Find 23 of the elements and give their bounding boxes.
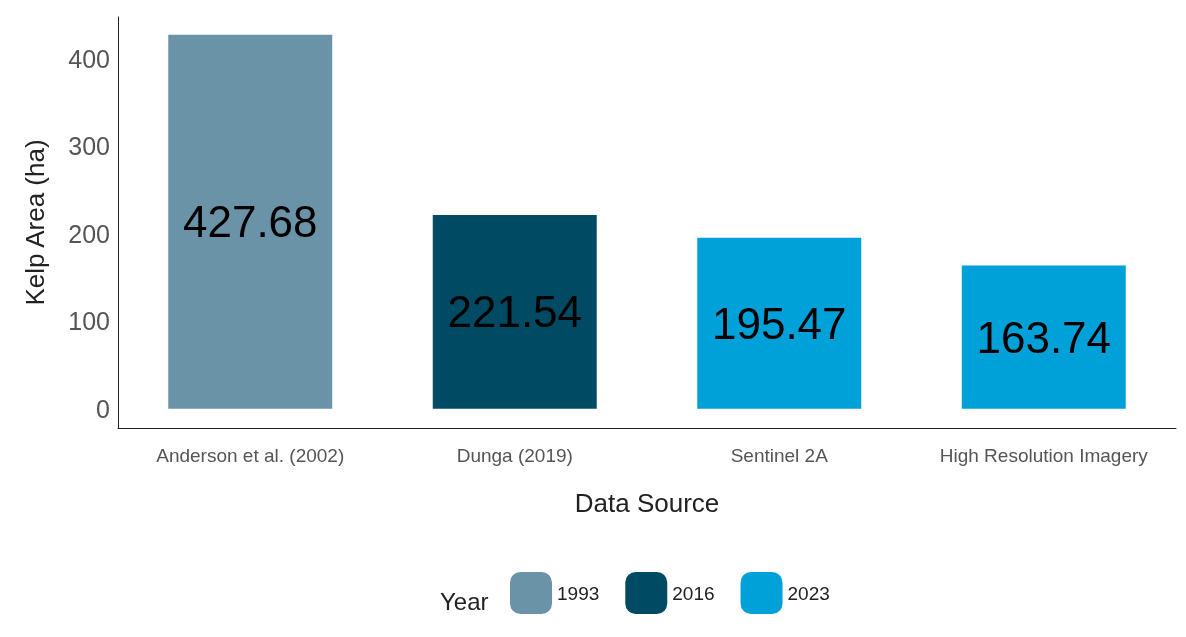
data-label: 221.54	[447, 287, 583, 337]
y-axis-title: Kelp Area (ha)	[20, 139, 50, 306]
bar	[697, 237, 862, 409]
data-label: 427.68	[182, 197, 318, 247]
legend-label: 2023	[787, 582, 830, 604]
legend-label: 1993	[557, 582, 600, 604]
legend-title: Year	[440, 587, 489, 615]
y-tick-label: 100	[68, 307, 110, 336]
x-tick-label: High Resolution Imagery	[939, 445, 1149, 466]
data-label: 195.47	[711, 298, 847, 348]
x-tick-label: Sentinel 2A	[730, 445, 829, 466]
legend-label: 2016	[672, 582, 715, 604]
x-tick-label: Dunga (2019)	[456, 445, 573, 466]
bar	[432, 215, 597, 409]
x-axis-title: Data Source	[574, 488, 720, 518]
y-tick-label: 400	[68, 44, 110, 73]
x-tick-label: Anderson et al. (2002)	[156, 445, 345, 466]
bar	[961, 265, 1126, 409]
data-label: 163.74	[976, 312, 1112, 362]
bar	[168, 34, 333, 409]
y-tick-label: 0	[96, 394, 110, 423]
y-tick-label: 200	[68, 219, 110, 248]
y-tick-label: 300	[68, 132, 110, 161]
